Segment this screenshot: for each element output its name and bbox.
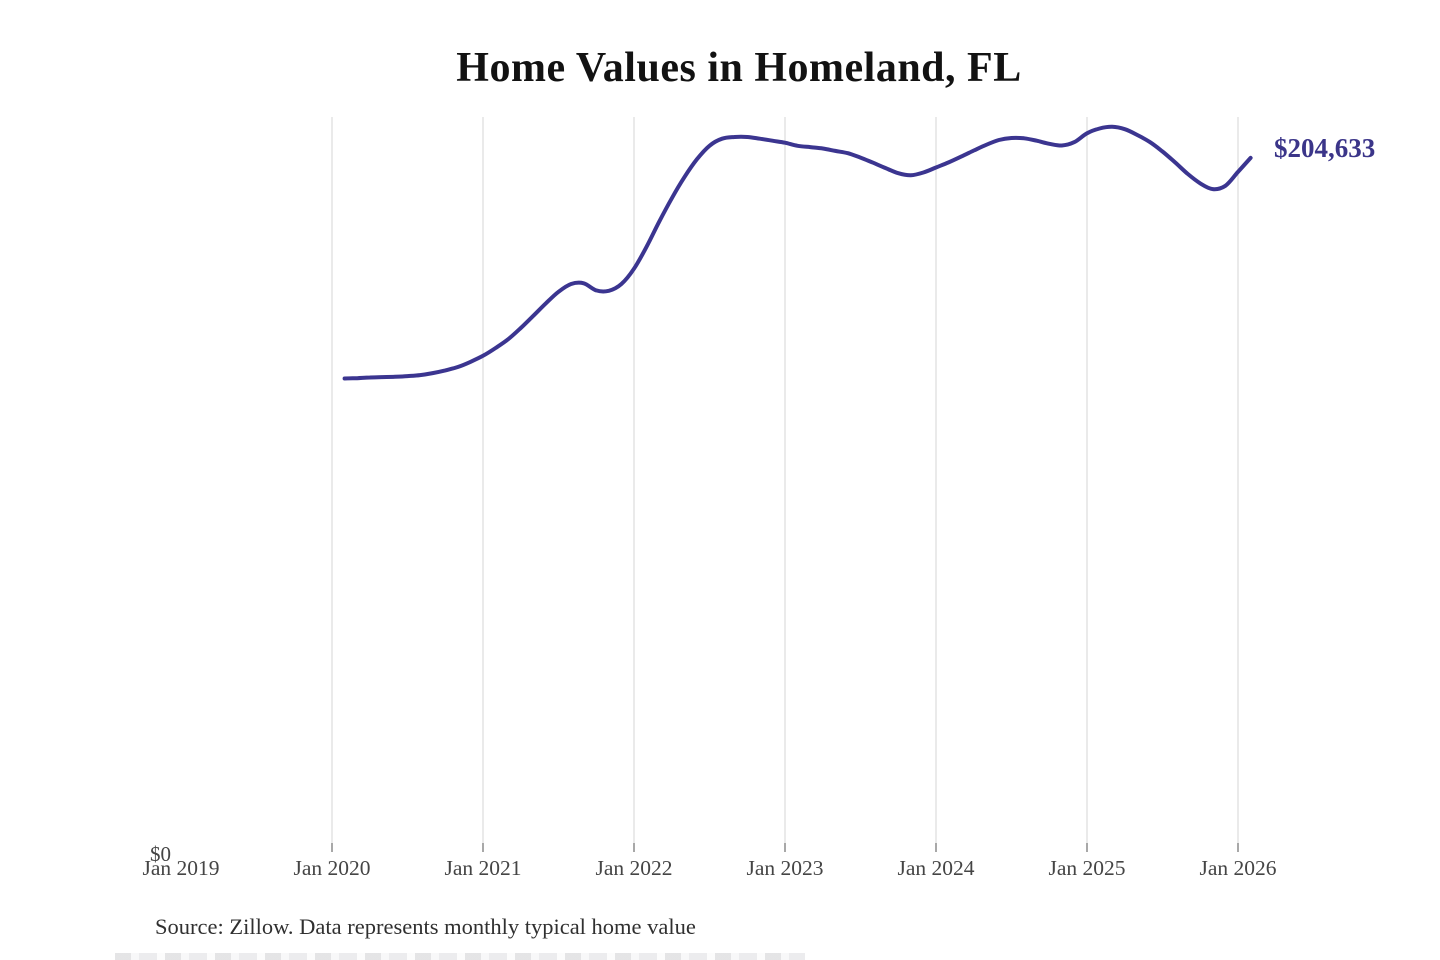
latest-value-label: $204,633 (1274, 133, 1376, 163)
y-axis-zero-label: $0 (150, 842, 171, 866)
x-axis-label-jan-2026: Jan 2026 (1199, 856, 1277, 880)
year-gridlines (331, 117, 1239, 851)
x-axis-label-jan-2019: Jan 2019 (142, 856, 220, 880)
x-axis-label-jan-2024: Jan 2024 (897, 856, 975, 880)
x-axis-label-jan-2021: Jan 2021 (444, 856, 522, 880)
home-value-line-series (342, 124, 1253, 381)
cropped-text-remnant (115, 953, 805, 960)
x-axis-ticks (331, 843, 1239, 852)
x-axis-label-jan-2020: Jan 2020 (293, 856, 371, 880)
x-axis-label-jan-2022: Jan 2022 (595, 856, 673, 880)
source-attribution: Source: Zillow. Data represents monthly … (155, 914, 696, 939)
chart-title: Home Values in Homeland, FL (456, 45, 1022, 91)
x-axis-label-jan-2025: Jan 2025 (1048, 856, 1126, 880)
x-axis-label-jan-2023: Jan 2023 (746, 856, 824, 880)
